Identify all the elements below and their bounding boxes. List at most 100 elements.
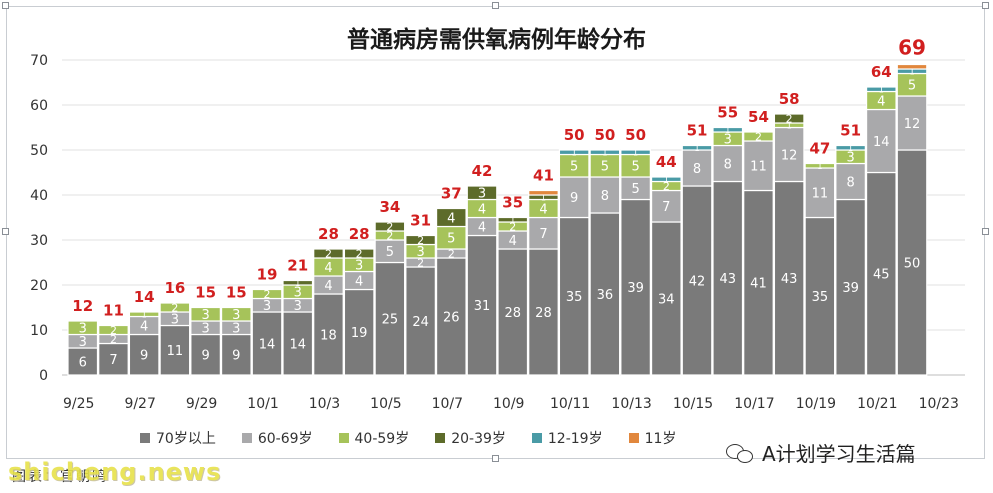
segment-value-label: 7 [662, 200, 670, 215]
segment-value-label: 2 [386, 221, 393, 234]
bar-segment [466, 234, 498, 376]
segment-value-label: 9 [201, 349, 209, 364]
legend-label: 70岁以上 [156, 431, 216, 447]
segment-value-label: 2 [663, 180, 670, 193]
bar-segment [497, 216, 529, 223]
bar-total-label: 41 [533, 167, 554, 185]
bar-segment [313, 248, 344, 259]
segment-value-label: 12 [781, 148, 798, 163]
segment-value-label: 3 [201, 308, 209, 323]
segment-value-label: 24 [412, 315, 429, 330]
bar-total-label: 21 [287, 257, 308, 275]
bar-total-label: 50 [625, 126, 646, 144]
x-tick-label: 10/13 [611, 396, 651, 412]
segment-value-label: 5 [631, 182, 639, 197]
resize-handle-top-right[interactable] [982, 2, 989, 9]
bar-segment [374, 261, 406, 376]
segment-value-label: 2 [110, 324, 117, 337]
segment-value-label: 25 [382, 313, 399, 328]
legend: 70岁以上 60-69岁 40-59岁 20-39岁 12-19岁 11岁 [140, 428, 900, 448]
segment-value-label: 43 [719, 272, 736, 287]
x-tick-label: 10/21 [857, 396, 897, 412]
segment-value-label: 3 [79, 335, 87, 350]
bar-segment [343, 248, 375, 259]
bar-total-label: 11 [103, 302, 124, 320]
bar-segment [650, 221, 682, 376]
bar-segment [804, 162, 836, 169]
segment-value-label: 9 [140, 349, 148, 364]
resize-handle-right[interactable] [982, 228, 989, 235]
bar-segment [835, 162, 866, 201]
segment-value-label: 14 [289, 337, 306, 352]
segment-value-label: 4 [478, 220, 486, 235]
segment-value-label: 2 [755, 131, 762, 144]
bar-total-label: 69 [898, 36, 926, 60]
segment-value-label: 31 [474, 299, 491, 314]
legend-swatch [435, 433, 446, 443]
bar-total-label: 14 [134, 288, 155, 306]
x-tick-label: 9/25 [63, 396, 94, 412]
resize-handle-bottom[interactable] [492, 455, 499, 462]
bar-segment [773, 113, 805, 124]
bar-segment [620, 198, 651, 376]
bar-segment [497, 248, 529, 376]
segment-value-label: 18 [320, 328, 337, 343]
segment-value-label: 14 [259, 337, 276, 352]
legend-swatch [241, 433, 252, 443]
y-tick-label: 0 [39, 368, 48, 384]
x-tick-label: 9/29 [186, 396, 217, 412]
bar-segment [98, 324, 129, 336]
segment-value-label: 3 [846, 151, 854, 166]
bar-total-label: 19 [257, 266, 278, 284]
segment-value-label: 8 [846, 175, 854, 190]
x-tick-label: 10/3 [309, 396, 340, 412]
segment-value-label: 11 [167, 344, 184, 359]
bar-total-label: 58 [779, 90, 800, 108]
bar-segment [405, 266, 436, 376]
segment-value-label: 1 [909, 67, 914, 76]
bar-segment [558, 176, 590, 219]
bar-segment [159, 302, 191, 313]
bar-total-label: 15 [195, 284, 216, 302]
y-tick-label: 20 [30, 278, 48, 294]
segment-value-label: 5 [631, 160, 639, 175]
watermark-logo-left: shicheng.news [8, 458, 222, 486]
bar-segment [558, 149, 590, 156]
watermark-right: A计划学习生活篇 [726, 438, 916, 467]
bar-segment [343, 288, 375, 376]
segment-value-label: 4 [324, 279, 332, 294]
bar-segment [220, 306, 252, 322]
segment-value-label: 3 [724, 133, 732, 148]
bar-total-label: 15 [226, 284, 247, 302]
segment-value-label: 36 [597, 288, 614, 303]
bar-segment [896, 63, 928, 70]
bar-segment [773, 126, 805, 183]
bar-segment [620, 149, 651, 156]
segment-value-label: 1 [510, 216, 515, 225]
legend-label: 11岁 [644, 431, 677, 447]
resize-handle-top[interactable] [492, 2, 499, 9]
segment-value-label: 5 [447, 232, 455, 247]
segment-value-label: 4 [447, 211, 455, 226]
resize-handle-left[interactable] [2, 228, 9, 235]
bar-segment [282, 311, 314, 376]
bar-segment [528, 189, 559, 196]
bar-segment [159, 324, 191, 376]
segment-value-label: 43 [781, 272, 798, 287]
x-tick-label: 10/5 [370, 396, 401, 412]
bar-segment [835, 198, 866, 376]
segment-value-label: 26 [443, 310, 460, 325]
bar-segment [589, 149, 621, 156]
bar-segment [282, 279, 314, 286]
segment-value-label: 1 [572, 148, 577, 157]
segment-value-label: 42 [689, 274, 706, 289]
y-tick-label: 60 [30, 98, 48, 114]
x-tick-label: 10/23 [919, 396, 959, 412]
resize-handle-top-left[interactable] [2, 2, 9, 9]
segment-value-label: 4 [355, 274, 363, 289]
bar-segment [374, 221, 406, 232]
segment-value-label: 9 [232, 349, 240, 364]
segment-value-label: 1 [817, 162, 822, 171]
bar-segment [650, 176, 682, 183]
